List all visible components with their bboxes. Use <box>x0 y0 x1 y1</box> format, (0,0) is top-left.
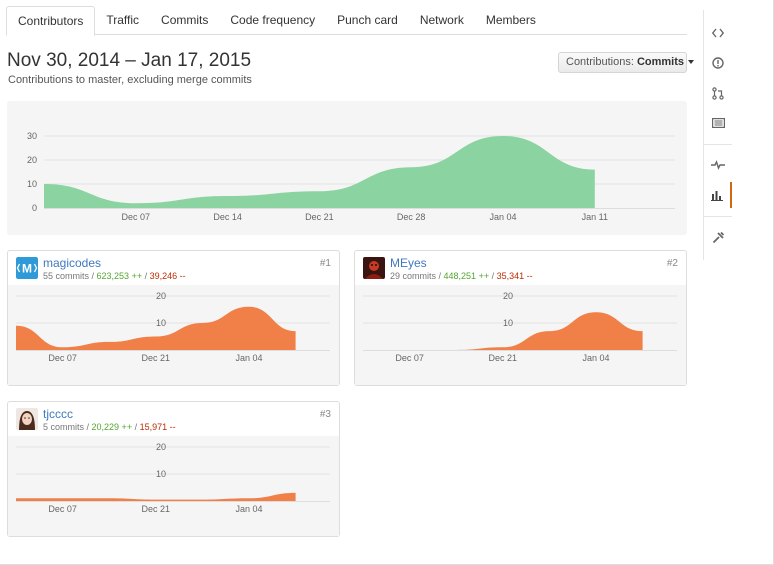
x-tick-label: Dec 07 <box>48 353 77 363</box>
y-tick-label: 0 <box>32 203 37 213</box>
select-value: Commits <box>636 56 684 68</box>
series-area <box>16 306 296 350</box>
x-tick-label: Jan 11 <box>582 212 608 222</box>
contributor-rank: #1 <box>319 258 331 269</box>
contributor-header: M magicodes 55 commits / 623,253 ++ / 39… <box>8 251 339 285</box>
y-tick-label: 20 <box>156 442 166 452</box>
contributor-header: tjcccc 5 commits / 20,229 ++ / 15,971 --… <box>8 402 339 436</box>
y-tick-label: 10 <box>27 179 37 189</box>
x-tick-label: Dec 28 <box>397 212 426 222</box>
avatar[interactable] <box>363 257 385 279</box>
commit-count[interactable]: 29 commits <box>390 271 437 281</box>
contributor-chart-svg: 20 10 Dec 07 Dec 21 Jan 04 <box>363 291 677 363</box>
page-subtitle: Contributions to master, excluding merge… <box>8 74 252 86</box>
additions-count: 448,251 ++ <box>443 271 490 281</box>
x-tick-label: Dec 14 <box>213 212 242 222</box>
y-tick-label: 10 <box>156 318 166 328</box>
contributor-header: MEyes 29 commits / 448,251 ++ / 35,341 -… <box>355 251 686 285</box>
deletions-count: 39,246 -- <box>149 271 186 281</box>
x-tick-label: Dec 21 <box>305 212 334 222</box>
series-area <box>44 136 595 208</box>
x-tick-label: Dec 21 <box>489 353 518 363</box>
y-tick-label: 10 <box>503 318 513 328</box>
commit-count[interactable]: 55 commits <box>43 271 90 281</box>
contributor-name[interactable]: magicodes <box>43 256 102 270</box>
settings-icon[interactable] <box>704 224 732 250</box>
contributor-card: MEyes 29 commits / 448,251 ++ / 35,341 -… <box>354 250 687 386</box>
x-tick-label: Jan 04 <box>235 504 262 514</box>
x-tick-label: Dec 07 <box>395 353 424 363</box>
series-area <box>16 492 296 501</box>
series-area <box>363 312 643 350</box>
contributor-card: tjcccc 5 commits / 20,229 ++ / 15,971 --… <box>7 401 340 537</box>
tab-commits[interactable]: Commits <box>161 13 209 27</box>
deletions-count: 15,971 -- <box>139 422 176 432</box>
issue-icon[interactable] <box>704 50 732 76</box>
pulse-icon[interactable] <box>704 152 732 178</box>
wiki-icon[interactable] <box>704 110 732 136</box>
tab-traffic[interactable]: Traffic <box>106 13 140 27</box>
tab-code-frequency[interactable]: Code frequency <box>230 13 316 27</box>
tab-network[interactable]: Network <box>419 13 464 27</box>
x-tick-label: Jan 04 <box>582 353 609 363</box>
contributor-chart: 20 10 Dec 07 Dec 21 Jan 04 <box>8 285 339 385</box>
x-tick-label: Jan 04 <box>235 353 262 363</box>
pull-request-icon[interactable] <box>704 80 732 106</box>
y-tick-label: 20 <box>27 155 37 165</box>
chevron-down-icon <box>688 60 694 65</box>
rail-divider <box>704 144 732 145</box>
date-range-title: Nov 30, 2014 – Jan 17, 2015 <box>7 50 252 71</box>
y-tick-label: 20 <box>503 291 513 301</box>
contributor-name[interactable]: tjcccc <box>43 407 73 421</box>
contributor-rank: #3 <box>319 409 331 420</box>
y-tick-label: 10 <box>156 469 166 479</box>
x-tick-label: Jan 04 <box>489 212 516 222</box>
contributions-chart-svg: 30 20 10 0 Dec 07 Dec 14 Dec 21 Dec 28 Jan 04 Jan… <box>27 131 675 222</box>
additions-count: 20,229 ++ <box>91 422 133 432</box>
commit-count[interactable]: 5 commits <box>43 422 85 432</box>
contributor-stats: 29 commits / 448,251 ++ / 35,341 -- <box>390 271 533 281</box>
y-tick-label: 20 <box>156 291 166 301</box>
tab-contributors[interactable]: Contributors <box>6 6 96 36</box>
contributor-chart-svg: 20 10 Dec 07 Dec 21 Jan 04 <box>16 442 330 514</box>
avatar[interactable]: M <box>16 257 38 279</box>
graph-tabs: Contributors Traffic Commits Code freque… <box>6 6 687 36</box>
x-tick-label: Dec 21 <box>142 504 171 514</box>
x-tick-label: Dec 21 <box>142 353 171 363</box>
tab-members[interactable]: Members <box>485 13 536 27</box>
rail-divider <box>704 216 732 217</box>
contributions-select[interactable]: Contributions: Commits <box>558 52 694 73</box>
contributor-chart-svg: 20 10 Dec 07 Dec 21 Jan 04 <box>16 291 330 363</box>
contributor-rank: #2 <box>666 258 678 269</box>
contributor-name[interactable]: MEyes <box>390 256 427 270</box>
deletions-count: 35,341 -- <box>496 271 533 281</box>
y-tick-label: 30 <box>27 131 37 141</box>
repo-nav-rail <box>703 10 732 260</box>
contributor-chart: 20 10 Dec 07 Dec 21 Jan 04 <box>8 436 339 536</box>
contributor-chart: 20 10 Dec 07 Dec 21 Jan 04 <box>355 285 686 385</box>
code-icon[interactable] <box>704 20 732 46</box>
select-label: Contributions: <box>566 56 634 68</box>
additions-count: 623,253 ++ <box>96 271 143 281</box>
contributions-chart: 30 20 10 0 Dec 07 Dec 14 Dec 21 Dec 28 Jan 04 Jan… <box>7 101 687 235</box>
x-tick-label: Dec 07 <box>48 504 77 514</box>
contributor-stats: 5 commits / 20,229 ++ / 15,971 -- <box>43 422 176 432</box>
x-tick-label: Dec 07 <box>122 212 151 222</box>
contributor-card: M magicodes 55 commits / 623,253 ++ / 39… <box>7 250 340 386</box>
svg-text:M: M <box>22 262 32 276</box>
graphs-icon[interactable] <box>704 182 732 208</box>
contributor-stats: 55 commits / 623,253 ++ / 39,246 -- <box>43 271 186 281</box>
tab-punch-card[interactable]: Punch card <box>337 13 398 27</box>
avatar[interactable] <box>16 408 38 430</box>
